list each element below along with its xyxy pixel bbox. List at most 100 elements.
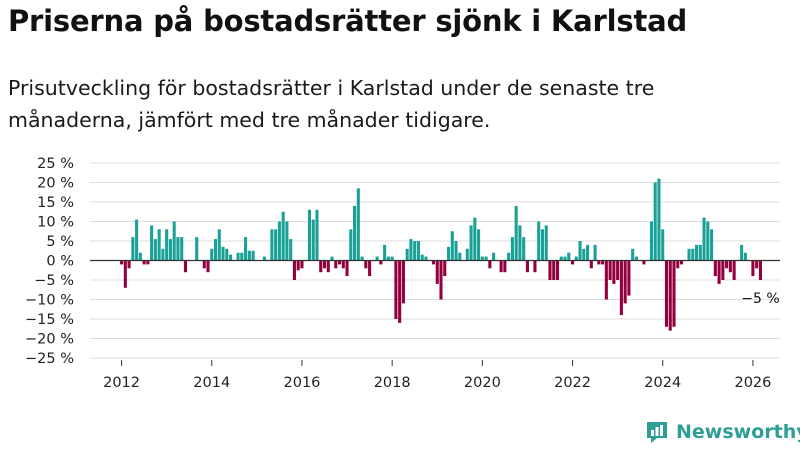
bar	[649, 221, 653, 261]
newsworthy-logo: Newsworthy	[644, 418, 800, 446]
newsworthy-logo-icon	[647, 422, 667, 443]
bar	[221, 246, 225, 261]
bar	[676, 260, 680, 269]
bar	[465, 248, 469, 261]
bar	[567, 252, 571, 261]
grid-lines	[90, 162, 780, 359]
bar	[401, 260, 405, 304]
bar	[356, 188, 360, 261]
bar	[416, 241, 420, 261]
x-tick-label: 2016	[284, 375, 321, 391]
bar	[138, 252, 142, 261]
bar	[593, 244, 597, 261]
bar	[484, 256, 488, 261]
bar	[353, 205, 357, 261]
bar	[755, 260, 759, 269]
bar	[687, 248, 691, 261]
bar	[454, 241, 458, 261]
y-tick-label: 15 %	[37, 195, 74, 211]
bar	[480, 256, 484, 261]
bar	[431, 260, 436, 265]
bar	[131, 237, 135, 261]
bar	[446, 246, 451, 261]
bar	[217, 229, 221, 261]
bar	[322, 260, 327, 269]
bar	[732, 260, 736, 280]
bar	[608, 260, 612, 280]
bar	[289, 239, 293, 261]
x-tick-label: 2012	[103, 375, 140, 391]
y-tick-label: 5 %	[46, 234, 74, 250]
bar	[619, 260, 623, 316]
bar	[135, 219, 139, 261]
bar	[582, 248, 586, 261]
bar	[559, 256, 563, 261]
bar	[274, 229, 278, 261]
x-tick-label: 2020	[464, 375, 501, 391]
bar	[319, 260, 323, 273]
bar	[518, 225, 522, 261]
bar	[394, 260, 398, 319]
bar	[623, 260, 627, 304]
x-tick-label: 2014	[193, 375, 230, 391]
bar	[458, 252, 462, 261]
x-tick-label: 2022	[554, 375, 591, 391]
bar	[157, 229, 161, 261]
x-tick-label: 2024	[644, 375, 681, 391]
bar	[183, 260, 187, 273]
bar	[262, 256, 266, 261]
chart-title: Priserna på bostadsrätter sjönk i Karlst…	[8, 4, 688, 38]
bar	[634, 256, 638, 261]
bar	[296, 260, 300, 271]
bar	[240, 252, 244, 261]
bar	[202, 260, 206, 269]
brand-name: Newsworthy	[676, 421, 800, 443]
bar	[364, 260, 368, 269]
bar	[710, 229, 714, 261]
bar	[477, 229, 481, 261]
bar	[751, 260, 755, 277]
bar	[510, 237, 514, 261]
chart-subtitle: Prisutveckling för bostadsrätter i Karls…	[8, 76, 655, 132]
bar	[563, 256, 567, 261]
bar	[123, 260, 127, 288]
bar	[713, 260, 717, 277]
bar	[120, 260, 124, 265]
bar	[375, 256, 379, 261]
bar	[413, 241, 417, 261]
bar	[153, 239, 157, 261]
bar	[728, 260, 732, 273]
bar	[631, 248, 635, 261]
bar	[661, 229, 665, 261]
x-tick-label: 2026	[734, 375, 771, 391]
bar	[706, 221, 710, 261]
bar	[601, 260, 605, 265]
y-tick-label: 10 %	[37, 215, 74, 231]
x-axis-ticks: 2012 2014 2016 2018 2020 2022 2024 2026	[103, 360, 771, 391]
bar	[420, 254, 424, 261]
bar	[740, 244, 744, 261]
bar	[514, 205, 518, 261]
bar	[450, 231, 454, 261]
bar	[612, 260, 616, 284]
bar	[300, 260, 304, 269]
bar	[758, 260, 762, 280]
bar	[695, 244, 699, 261]
bar	[398, 260, 402, 323]
y-tick-label: −15 %	[25, 312, 74, 328]
bar	[270, 229, 274, 261]
bar	[702, 217, 706, 261]
bar	[213, 239, 218, 261]
bar	[664, 260, 669, 327]
bar	[349, 229, 353, 261]
bar	[435, 260, 439, 284]
bar	[315, 209, 319, 261]
bar	[244, 237, 248, 261]
bar	[142, 260, 146, 265]
bar	[390, 256, 394, 261]
bar	[195, 237, 199, 261]
bar	[574, 256, 578, 261]
bar	[146, 260, 150, 265]
bar	[492, 252, 496, 261]
bar	[555, 260, 560, 280]
